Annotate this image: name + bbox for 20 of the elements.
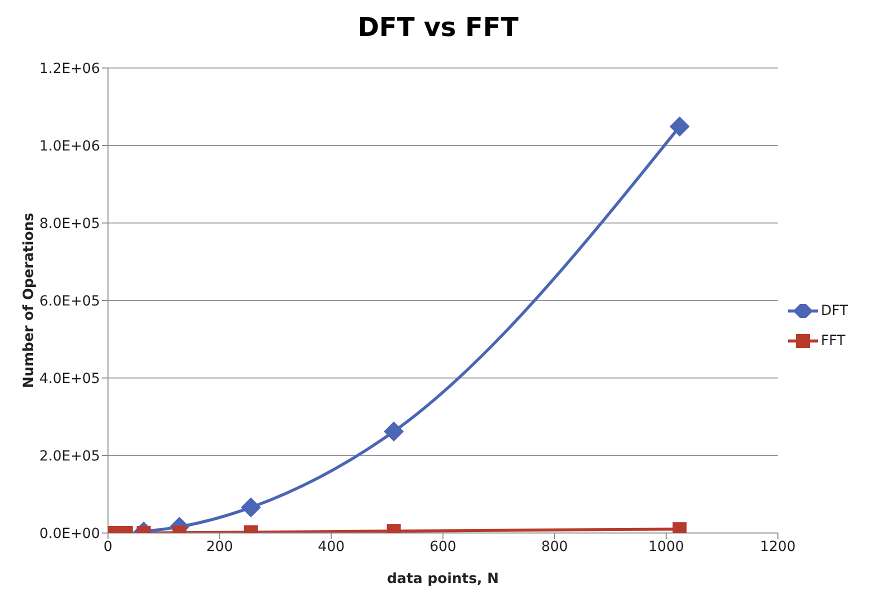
x-tick-label: 200: [206, 538, 234, 555]
y-tick-label: 6.0E+05: [39, 293, 100, 310]
x-axis-title: data points, N: [387, 570, 499, 587]
legend-label: FFT: [820, 332, 846, 348]
y-tick-label: 0.0E+00: [39, 526, 100, 542]
x-tick-label: 800: [541, 538, 568, 555]
x-tick-label: 400: [318, 538, 345, 555]
x-tick-label: 1200: [760, 538, 796, 555]
y-tick-label: 1.2E+06: [39, 60, 100, 77]
y-tick-label: 4.0E+05: [39, 370, 100, 387]
chart-title: DFT vs FFT: [356, 12, 520, 45]
y-tick-label: 2.0E+05: [39, 448, 100, 464]
y-tick-label: 8.0E+05: [39, 216, 100, 232]
x-tick-label: 600: [430, 538, 456, 555]
legend-label: DFT: [820, 302, 848, 318]
y-axis-title: Number of Operations: [20, 212, 37, 388]
point: [670, 116, 690, 137]
y-tick-label: 1.0E+06: [39, 138, 100, 154]
x-tick-label: 1000: [648, 538, 684, 555]
x-tick-label: 0: [104, 538, 112, 555]
